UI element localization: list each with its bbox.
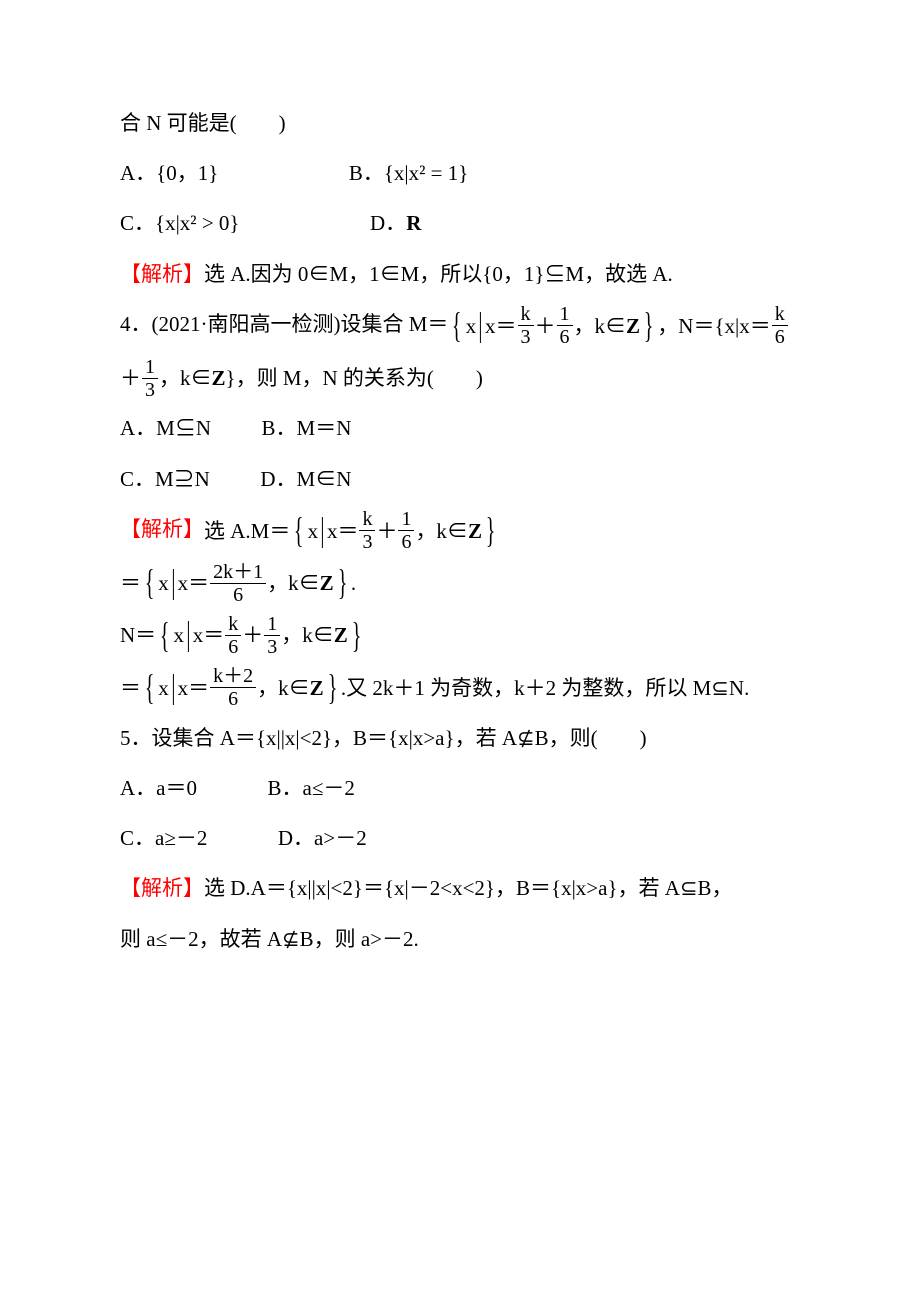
q3-option-d-set: R	[406, 211, 421, 235]
q4-exp-cond: ，k∈	[415, 519, 468, 543]
q4-options-row1: A．M⊆N B．M＝N	[120, 405, 810, 451]
brace-open-icon: {	[294, 520, 304, 542]
q3-option-a: A．{0，1}	[120, 161, 218, 185]
set-divider-icon: |	[171, 678, 175, 698]
q3-options-row2: C．{x|x² > 0} D．R	[120, 200, 810, 246]
integers-symbol: Z	[310, 676, 324, 700]
q4-step2-eq: ＝	[120, 571, 141, 595]
explain-label: 【解析】	[120, 262, 204, 286]
set-var-x: x	[158, 571, 169, 595]
q4-step2-cond: ，k∈	[267, 571, 320, 595]
q4-option-c: C．M⊇N	[120, 467, 210, 491]
q4-l2-plus: ＋	[120, 366, 141, 390]
q4-option-a: A．M⊆N	[120, 416, 211, 440]
plus-sign: ＋	[535, 314, 556, 338]
set-var-x: x	[173, 623, 184, 647]
q4-between: ，N＝{x|x＝	[657, 314, 770, 338]
plus-sign: ＋	[242, 623, 263, 647]
q4-option-d: D．M∈N	[260, 467, 351, 491]
set-divider-icon: |	[479, 316, 483, 336]
q4-n-cond: ，k∈	[281, 623, 334, 647]
fraction-2k1-over-6: 2k＋16	[210, 561, 266, 606]
q4-lead: 4．(2021·南阳高一检测)设集合 M＝	[120, 312, 448, 336]
brace-close-icon: }	[486, 520, 496, 542]
q4-step4-cond: ，k∈	[257, 676, 310, 700]
set-var-x: x	[466, 314, 477, 338]
q4-cond: ，k∈	[574, 314, 627, 338]
q4-exp-lhs: x＝	[327, 519, 359, 543]
q5-options-row2: C．a≥－2 D．a>－2	[120, 815, 810, 861]
q4-exp-lead: 选 A.M＝	[204, 519, 290, 543]
plus-sign: ＋	[376, 519, 397, 543]
q5-explain-line2: 则 a≤－2，故若 A⊈B，则 a>－2.	[120, 916, 810, 962]
q4-step4-lhs: x＝	[178, 676, 210, 700]
explain-label: 【解析】	[120, 876, 204, 900]
q5-explain-text1: 选 D.A＝{x||x|<2}＝{x|－2<x<2}，B＝{x|x>a}，若 A…	[204, 876, 733, 900]
q4-n-lead: N＝	[120, 623, 156, 647]
q5-option-b: B．a≤－2	[268, 776, 355, 800]
brace-open-icon: {	[145, 572, 155, 594]
fraction-k2-over-6: k＋26	[210, 665, 256, 710]
q4-l2-rest: }，则 M，N 的关系为( )	[226, 366, 483, 390]
q3-option-c: C．{x|x² > 0}	[120, 211, 240, 235]
q4-step2-lhs: x＝	[178, 571, 210, 595]
integers-symbol: Z	[334, 623, 348, 647]
integers-symbol: Z	[626, 314, 640, 338]
brace-open-icon: {	[160, 625, 170, 647]
q5-stem: 5．设集合 A＝{x||x|<2}，B＝{x|x>a}，若 A⊈B，则( )	[120, 715, 810, 761]
q4-explain-line1: 【解析】选 A.M＝{x|x＝k3＋16，k∈Z}	[120, 506, 810, 554]
brace-close-icon: }	[337, 572, 347, 594]
fraction-k-over-6: k6	[772, 303, 788, 348]
q5-option-a: A．a＝0	[120, 776, 197, 800]
fraction-k-over-3-b: k3	[359, 508, 375, 553]
q4-stem-line2: ＋13，k∈Z}，则 M，N 的关系为( )	[120, 353, 810, 401]
q5-options-row1: A．a＝0 B．a≤－2	[120, 765, 810, 811]
q4-stem-line1: 4．(2021·南阳高一检测)设集合 M＝{x|x＝k3＋16，k∈Z}，N＝{…	[120, 301, 810, 349]
q5-option-c: C．a≥－2	[120, 826, 207, 850]
integers-symbol: Z	[320, 571, 334, 595]
set-var-x: x	[308, 519, 319, 543]
q4-explain-line2: ＝{x|x＝2k＋16，k∈Z}.	[120, 558, 810, 606]
q4-l2-cond: ，k∈	[159, 366, 212, 390]
q3-option-b: B．{x|x² = 1}	[349, 161, 469, 185]
q3-explanation: 【解析】选 A.因为 0∈M，1∈M，所以{0，1}⊆M，故选 A.	[120, 251, 810, 297]
q4-explain-line4: ＝{x|x＝k＋26，k∈Z}.又 2k＋1 为奇数，k＋2 为整数，所以 M⊆…	[120, 663, 810, 711]
fraction-k-over-6-b: k6	[225, 613, 241, 658]
q3-stem-tail: 合 N 可能是( )	[120, 100, 810, 146]
document-page: 合 N 可能是( ) A．{0，1} B．{x|x² = 1} C．{x|x² …	[0, 0, 920, 1302]
fraction-k-over-3: k3	[518, 303, 534, 348]
fraction-1-over-3: 13	[142, 356, 158, 401]
fraction-1-over-6: 16	[557, 303, 573, 348]
brace-close-icon: }	[327, 677, 337, 699]
q5-option-d: D．a>－2	[278, 826, 367, 850]
explain-label: 【解析】	[120, 517, 204, 541]
q4-option-b: B．M＝N	[262, 416, 352, 440]
brace-close-icon: }	[644, 315, 654, 337]
fraction-1-over-3-b: 13	[264, 613, 280, 658]
set-var-x: x	[158, 676, 169, 700]
brace-open-icon: {	[145, 677, 155, 699]
q4-step4-eq: ＝	[120, 676, 141, 700]
brace-open-icon: {	[452, 315, 462, 337]
set-divider-icon: |	[186, 625, 190, 645]
integers-symbol: Z	[468, 519, 482, 543]
q4-expr-lhs: x＝	[485, 314, 517, 338]
q4-options-row2: C．M⊇N D．M∈N	[120, 456, 810, 502]
q3-options-row1: A．{0，1} B．{x|x² = 1}	[120, 150, 810, 196]
q4-step2-dot: .	[351, 571, 356, 595]
integers-symbol-2: Z	[212, 366, 226, 390]
q4-explain-line3: N＝{x|x＝k6＋13，k∈Z}	[120, 610, 810, 658]
set-divider-icon: |	[171, 573, 175, 593]
q4-step4-tail: .又 2k＋1 为奇数，k＋2 为整数，所以 M⊆N.	[341, 676, 749, 700]
set-divider-icon: |	[320, 521, 324, 541]
q3-explain-text: 选 A.因为 0∈M，1∈M，所以{0，1}⊆M，故选 A.	[204, 262, 673, 286]
fraction-1-over-6-b: 16	[398, 508, 414, 553]
brace-close-icon: }	[352, 625, 362, 647]
q3-option-d-lead: D．	[370, 211, 406, 235]
q5-explain-line1: 【解析】选 D.A＝{x||x|<2}＝{x|－2<x<2}，B＝{x|x>a}…	[120, 865, 810, 911]
q4-n-lhs: x＝	[193, 623, 225, 647]
